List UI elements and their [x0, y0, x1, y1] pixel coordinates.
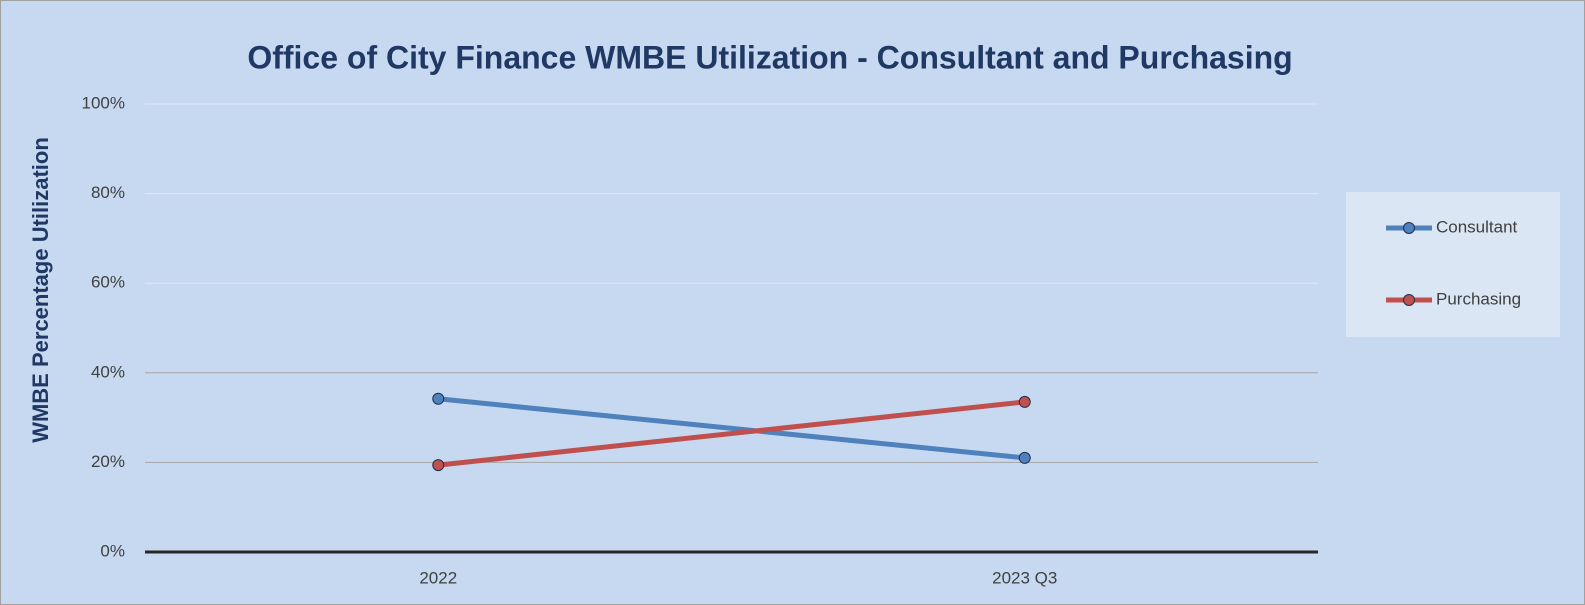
data-point	[432, 392, 445, 405]
y-tick-label: 0%	[100, 541, 125, 560]
data-point	[1018, 395, 1031, 408]
y-tick-label: 60%	[91, 273, 125, 292]
x-tick-label: 2022	[419, 568, 457, 587]
y-axis-label: WMBE Percentage Utilization	[28, 137, 53, 443]
legend-label: Consultant	[1436, 217, 1518, 236]
x-tick-label: 2023 Q3	[992, 568, 1057, 587]
y-tick-label: 20%	[91, 452, 125, 471]
data-point	[1018, 451, 1031, 464]
series-line	[437, 396, 1026, 461]
data-point	[432, 459, 445, 472]
legend-label: Purchasing	[1436, 289, 1521, 308]
chart-title: Office of City Finance WMBE Utilization …	[247, 39, 1292, 75]
y-tick-label: 100%	[82, 93, 125, 112]
legend-marker	[1403, 294, 1415, 306]
y-tick-label: 40%	[91, 362, 125, 381]
series-line	[437, 399, 1026, 468]
legend-box	[1346, 192, 1560, 337]
legend-marker	[1403, 222, 1415, 234]
y-tick-label: 80%	[91, 183, 125, 202]
